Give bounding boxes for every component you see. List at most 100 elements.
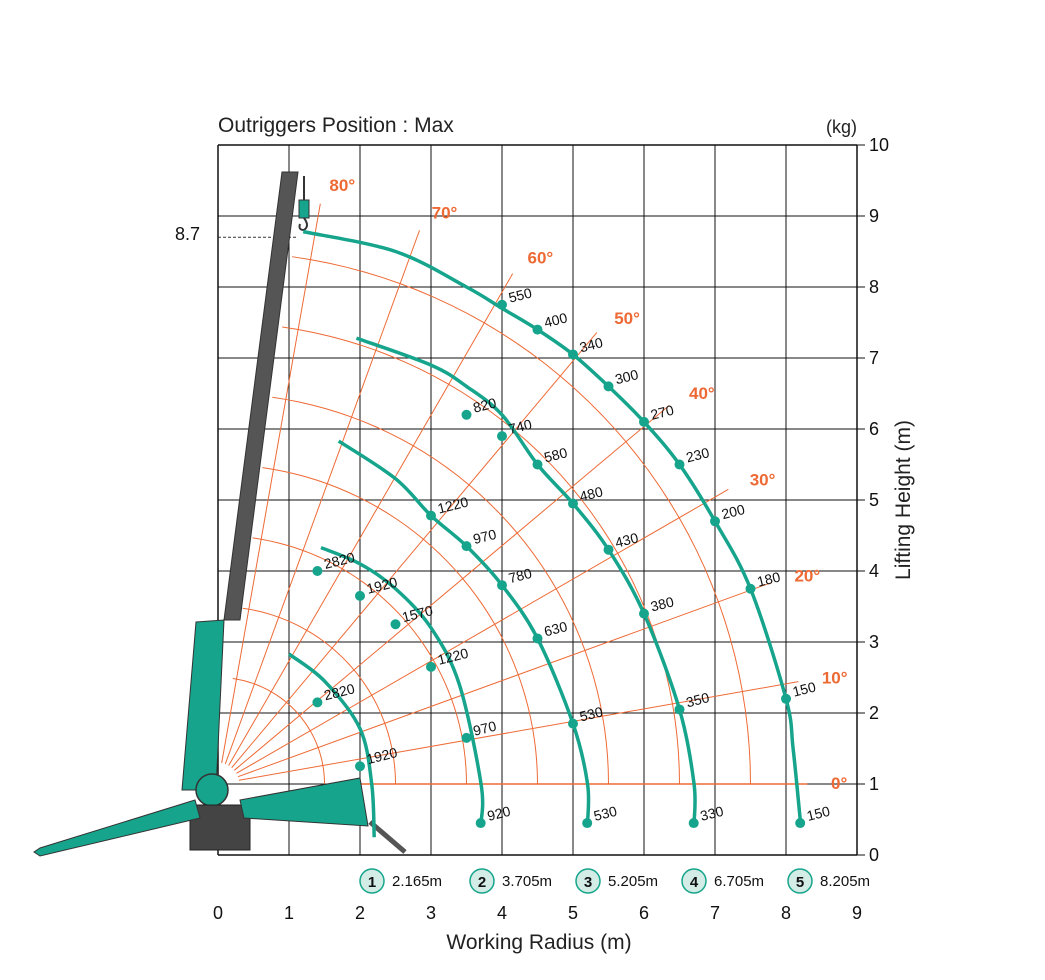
load-point-label: 270 (649, 402, 676, 423)
load-curve (355, 336, 697, 824)
radius-arc (252, 537, 467, 785)
load-point (674, 459, 685, 470)
x-tick-label: 7 (710, 903, 720, 923)
load-point-label: 1220 (436, 493, 470, 516)
radius-arc (282, 326, 680, 785)
load-point-label: 150 (805, 803, 832, 824)
load-point-label: 780 (507, 565, 534, 586)
x-tick-label: 8 (781, 903, 791, 923)
x-tick-label: 2 (355, 903, 365, 923)
load-point-label: 630 (542, 618, 569, 639)
angle-label: 80° (329, 176, 355, 195)
load-point (795, 818, 806, 829)
radius-value-label: 2.165m (392, 873, 442, 890)
load-point (532, 459, 543, 470)
radius-value-label: 5.205m (608, 873, 658, 890)
load-point (582, 818, 593, 829)
load-point-label: 920 (486, 803, 513, 824)
radius-badge (787, 868, 813, 894)
load-point-label: 1920 (365, 574, 399, 597)
max-height-label: 8.7 (175, 224, 200, 244)
load-curve (287, 652, 376, 838)
y-axis-label: Lifting Height (m) (892, 420, 915, 580)
radius-arc (242, 607, 396, 785)
load-point (603, 544, 614, 555)
radius-badge (575, 868, 601, 894)
hook-icon (298, 217, 308, 232)
angle-label: 60° (528, 248, 554, 267)
load-point (710, 516, 720, 527)
angle-label: 40° (689, 384, 715, 403)
load-point (497, 431, 507, 442)
load-point (568, 498, 578, 509)
load-point (426, 510, 436, 521)
load-point-label: 340 (578, 334, 605, 355)
load-point-label: 380 (649, 593, 676, 614)
load-point (532, 324, 543, 335)
angle-line (238, 681, 799, 781)
load-point (568, 718, 578, 729)
angle-label: 10° (822, 669, 848, 688)
load-point-label: 180 (755, 568, 782, 589)
radius-arc (272, 396, 609, 785)
slewing-ring (195, 773, 229, 807)
load-point-label: 350 (684, 689, 711, 710)
hook-block (298, 199, 310, 219)
load-point (355, 761, 365, 772)
angle-label: 70° (432, 204, 458, 223)
x-tick-label: 5 (568, 903, 578, 923)
angle-line (228, 273, 514, 766)
load-point (461, 732, 472, 743)
radius-arc (262, 467, 538, 785)
y-tick-label: 6 (869, 419, 879, 439)
load-point-label: 820 (471, 394, 498, 415)
load-point (390, 619, 401, 630)
radius-value-label: 8.205m (820, 873, 870, 890)
load-point-label: 550 (507, 284, 534, 305)
outrigger-right (239, 777, 369, 827)
radius-value-label: 6.705m (714, 873, 764, 890)
load-point-label: 330 (699, 803, 726, 824)
load-point-label: 150 (791, 678, 818, 699)
load-point (639, 416, 649, 427)
load-point-label: 970 (471, 718, 498, 739)
boom-angle-lines (221, 203, 808, 785)
y-tick-label: 0 (869, 845, 879, 865)
y-tick-label: 10 (869, 135, 889, 155)
x-tick-label: 0 (213, 903, 223, 923)
radius-value-label: 3.705m (502, 873, 552, 890)
load-curves (287, 229, 806, 838)
x-axis-label: Working Radius (m) (446, 931, 631, 954)
load-point-label: 1220 (436, 645, 470, 668)
load-point (497, 299, 507, 310)
radius-arc (292, 256, 751, 785)
load-curve (302, 229, 803, 824)
load-point-label: 2820 (322, 680, 356, 703)
crane-lower-boom (181, 619, 225, 791)
x-tick-label: 6 (639, 903, 649, 923)
load-point-label: 430 (613, 529, 640, 550)
angle-line (236, 488, 729, 774)
angle-line (233, 404, 670, 771)
crane-undercarriage (189, 804, 251, 851)
y-tick-label: 4 (869, 561, 879, 581)
load-point-label: 1570 (400, 602, 434, 625)
load-point-label: 530 (592, 803, 619, 824)
load-point (688, 818, 699, 829)
outrigger-right-foot (368, 820, 407, 854)
chart-title: Outriggers Position : Max (218, 114, 454, 137)
load-point (674, 704, 685, 715)
load-point-label: 740 (507, 416, 534, 437)
y-tick-label: 5 (869, 490, 879, 510)
angle-line (237, 581, 772, 778)
angle-line (224, 230, 421, 765)
y-tick-label: 7 (869, 348, 879, 368)
crane-boom (223, 171, 299, 621)
x-tick-label: 9 (852, 903, 862, 923)
y-tick-label: 9 (869, 206, 879, 226)
x-tick-label: 4 (497, 903, 507, 923)
load-point-label: 970 (471, 526, 498, 547)
radius-badge-number: 5 (796, 874, 804, 891)
